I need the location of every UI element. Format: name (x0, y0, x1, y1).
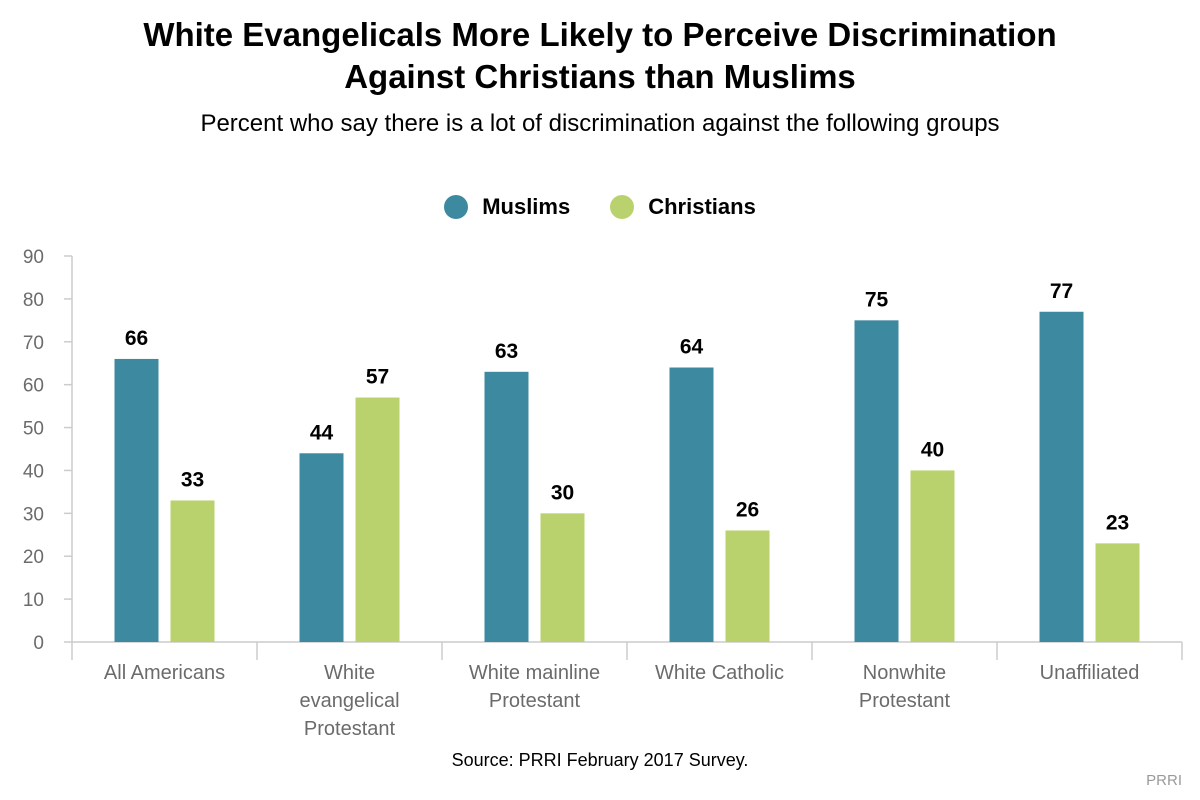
y-tick-label: 70 (23, 333, 44, 354)
source-note: Source: PRRI February 2017 Survey. (451, 750, 749, 770)
bar-christians (355, 397, 400, 642)
x-category-label: White mainline (469, 662, 600, 684)
bar-muslims (854, 320, 899, 642)
data-label-christians: 57 (366, 366, 389, 389)
data-label-christians: 23 (1106, 511, 1129, 534)
x-category-label: Unaffiliated (1040, 662, 1140, 684)
legend-item-muslims: Muslims (444, 194, 570, 220)
bar-christians (170, 500, 215, 642)
bar-muslims (669, 367, 714, 642)
data-label-muslims: 63 (495, 340, 518, 363)
x-category-label: White (324, 662, 375, 684)
x-category-label: White Catholic (655, 662, 784, 684)
data-label-muslims: 77 (1050, 280, 1073, 303)
y-tick-label: 0 (33, 633, 44, 654)
x-category-label: Protestant (304, 718, 396, 740)
y-tick-label: 50 (23, 419, 44, 440)
data-label-christians: 33 (181, 468, 204, 491)
x-category-label: Protestant (489, 690, 581, 712)
bar-muslims (484, 371, 529, 642)
bar-christians (540, 513, 585, 642)
data-label-christians: 26 (736, 498, 759, 521)
y-tick-label: 30 (23, 504, 44, 525)
legend-label-christians: Christians (648, 194, 756, 219)
bar-christians (910, 470, 955, 642)
x-category-label: Protestant (859, 690, 951, 712)
legend-item-christians: Christians (610, 194, 756, 220)
x-category-label: evangelical (299, 690, 399, 712)
data-label-muslims: 66 (125, 327, 148, 350)
legend-swatch-muslims (444, 195, 469, 219)
legend-swatch-christians (610, 195, 635, 219)
legend-label-muslims: Muslims (482, 194, 571, 219)
bar-muslims (299, 453, 344, 642)
x-category-label: All Americans (104, 662, 225, 684)
data-label-muslims: 75 (865, 288, 889, 311)
y-tick-label: 40 (23, 461, 44, 482)
bar-muslims (114, 358, 159, 642)
bar-christians (725, 530, 770, 642)
y-tick-label: 80 (23, 290, 44, 311)
y-tick-label: 60 (23, 376, 44, 397)
y-tick-label: 10 (23, 590, 44, 611)
chart-subtitle: Percent who say there is a lot of discri… (200, 110, 1000, 137)
data-label-muslims: 64 (680, 336, 704, 359)
bar-muslims (1039, 311, 1084, 642)
y-tick-label: 90 (23, 247, 44, 268)
chart-legend: Muslims Christians (0, 194, 1200, 220)
bar-christians (1095, 543, 1140, 642)
data-label-christians: 30 (551, 481, 574, 504)
brand-label: PRRI (1146, 772, 1182, 789)
y-tick-label: 20 (23, 547, 44, 568)
data-label-muslims: 44 (310, 421, 334, 444)
x-category-label: Nonwhite (863, 662, 946, 684)
data-label-christians: 40 (921, 438, 944, 461)
chart-title: White Evangelicals More Likely to Percei… (143, 16, 1057, 95)
